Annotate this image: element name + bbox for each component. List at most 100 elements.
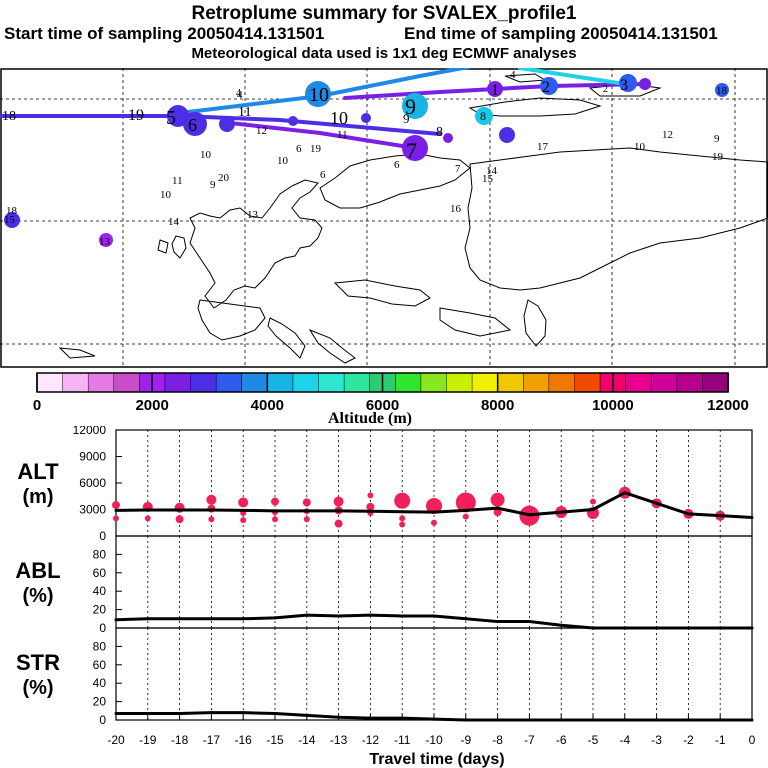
altitude-marker [493,508,502,517]
trajectory-labels: 10 9 7 5 6 10 9 8 11 19 18 1 2 3 4 4 8 1… [2,69,728,248]
label-18c: 18 [6,205,18,217]
colorbar-swatch [650,372,678,393]
colorbar-swatch [215,372,243,393]
panel-ylabel-unit: (m) [22,486,53,508]
series-point [368,509,372,513]
plume-clusters [4,74,729,247]
cluster-10 [305,81,331,107]
y-tick-label: 40 [93,584,107,598]
colorbar-ticks: 0 2000 4000 6000 8000 10000 12000 [33,373,749,414]
alt-panel: 0 3000 6000 9000 12000 ALT(m) [17,426,754,543]
colorbar-swatch [62,372,89,393]
altitude-marker [272,516,278,523]
label-8b: 8 [436,125,443,140]
trajectory-7 [228,121,417,150]
start-time-label: Start time of sampling 20050414.131501 [4,24,325,43]
colorbar-swatch [343,372,371,393]
label-11b: 11 [172,175,183,187]
label-9b: 9 [403,111,410,126]
cluster-7b [443,133,453,143]
x-tick-label: -6 [556,733,567,747]
label-10c: 10 [634,141,646,153]
label-18: 18 [2,109,16,124]
x-tick-label: -1 [715,733,726,747]
series-point [178,712,182,716]
colorbar-tick-label: 6000 [366,397,399,414]
series-point [559,510,563,514]
x-tick-label: 0 [749,733,756,747]
series-point [241,617,245,621]
colorbar-swatch [446,372,473,393]
colorbar-tick-label: 2000 [135,397,168,414]
altitude-colorbar: 0 2000 4000 6000 8000 10000 12000 Altitude (m) [33,372,749,426]
series-point [464,508,468,512]
x-axis: -20 -19 -18 -17 -16 -15 -14 -13 -12 -11 -10 -9 -8 -7-… [107,714,756,747]
colorbar-swatch [292,372,320,393]
colorbar-label: Altitude (m) [328,410,412,426]
series-point [178,508,182,512]
x-tick-label: -16 [235,733,253,747]
label-19b: 19 [712,151,724,163]
colorbar-swatch [87,372,115,393]
altitude-marker [271,497,279,506]
series-point [591,508,595,511]
cluster-9 [402,93,428,119]
altitude-marker [399,521,406,528]
cluster-small-a [639,78,651,90]
series-point [527,620,531,624]
altitude-marker [462,513,469,520]
figure-header: Retroplume summary for SVALEX_profile1 S… [0,0,768,66]
series-point [337,509,341,513]
label-15: 15 [482,173,494,185]
met-data-label: Meteorological data used is 1x1 deg ECMW… [191,45,577,62]
colorbar-swatch [113,372,141,393]
label-9-large: 9 [405,94,416,119]
altitude-marker [490,492,505,507]
colorbar-swatch [497,372,525,393]
trajectory-3 [518,68,627,86]
series-point [496,506,500,510]
y-tick-label: 60 [93,658,107,672]
altitude-marker [431,519,437,526]
series-point [623,491,627,495]
str-panel: 0 20 40 60 80 STR(%) [16,627,754,727]
label-1: 1 [491,82,499,99]
label-19c: 19 [310,143,322,155]
cluster-6 [183,112,207,136]
x-tick-label: -14 [298,733,316,747]
x-tick-label: -7 [524,733,535,747]
colorbar-swatch [164,372,192,393]
x-tick-label: -15 [266,733,284,747]
altitude-marker [367,492,374,499]
label-10d: 10 [160,189,172,201]
label-12c: 12 [256,125,267,137]
y-tick-label: 12000 [73,426,107,437]
series-point [146,712,150,716]
series-point [400,614,404,618]
label-14b: 14 [168,216,180,228]
retroplume-map: 10 9 7 5 6 10 9 8 11 19 18 1 2 3 4 4 8 1… [0,68,768,368]
cluster-8b [499,127,515,143]
altitude-marker [590,498,596,505]
label-9d: 9 [210,179,216,191]
series-point [146,508,150,512]
x-tick-label: -10 [425,733,443,747]
altitude-marker [238,497,249,508]
y-tick-label: 9000 [79,450,106,464]
y-tick-label: 20 [93,695,107,709]
altitude-marker [112,501,120,510]
label-8: 8 [480,109,486,123]
y-tick-label: 60 [93,566,107,580]
altitude-marker [208,516,215,523]
x-tick-label: -11 [394,733,411,747]
x-tick-label: -18 [171,733,189,747]
colorbar-tick-label: 10000 [592,397,634,414]
altitude-marker [394,492,411,509]
figure-title: Retroplume summary for SVALEX_profile1 [191,3,577,24]
cluster-7 [402,135,428,161]
altitude-marker [302,498,311,507]
colorbar-tick-label: 8000 [481,397,514,414]
x-tick-label: -2 [683,733,694,747]
label-7c: 7 [455,163,461,175]
colorbar-swatch [241,372,269,393]
